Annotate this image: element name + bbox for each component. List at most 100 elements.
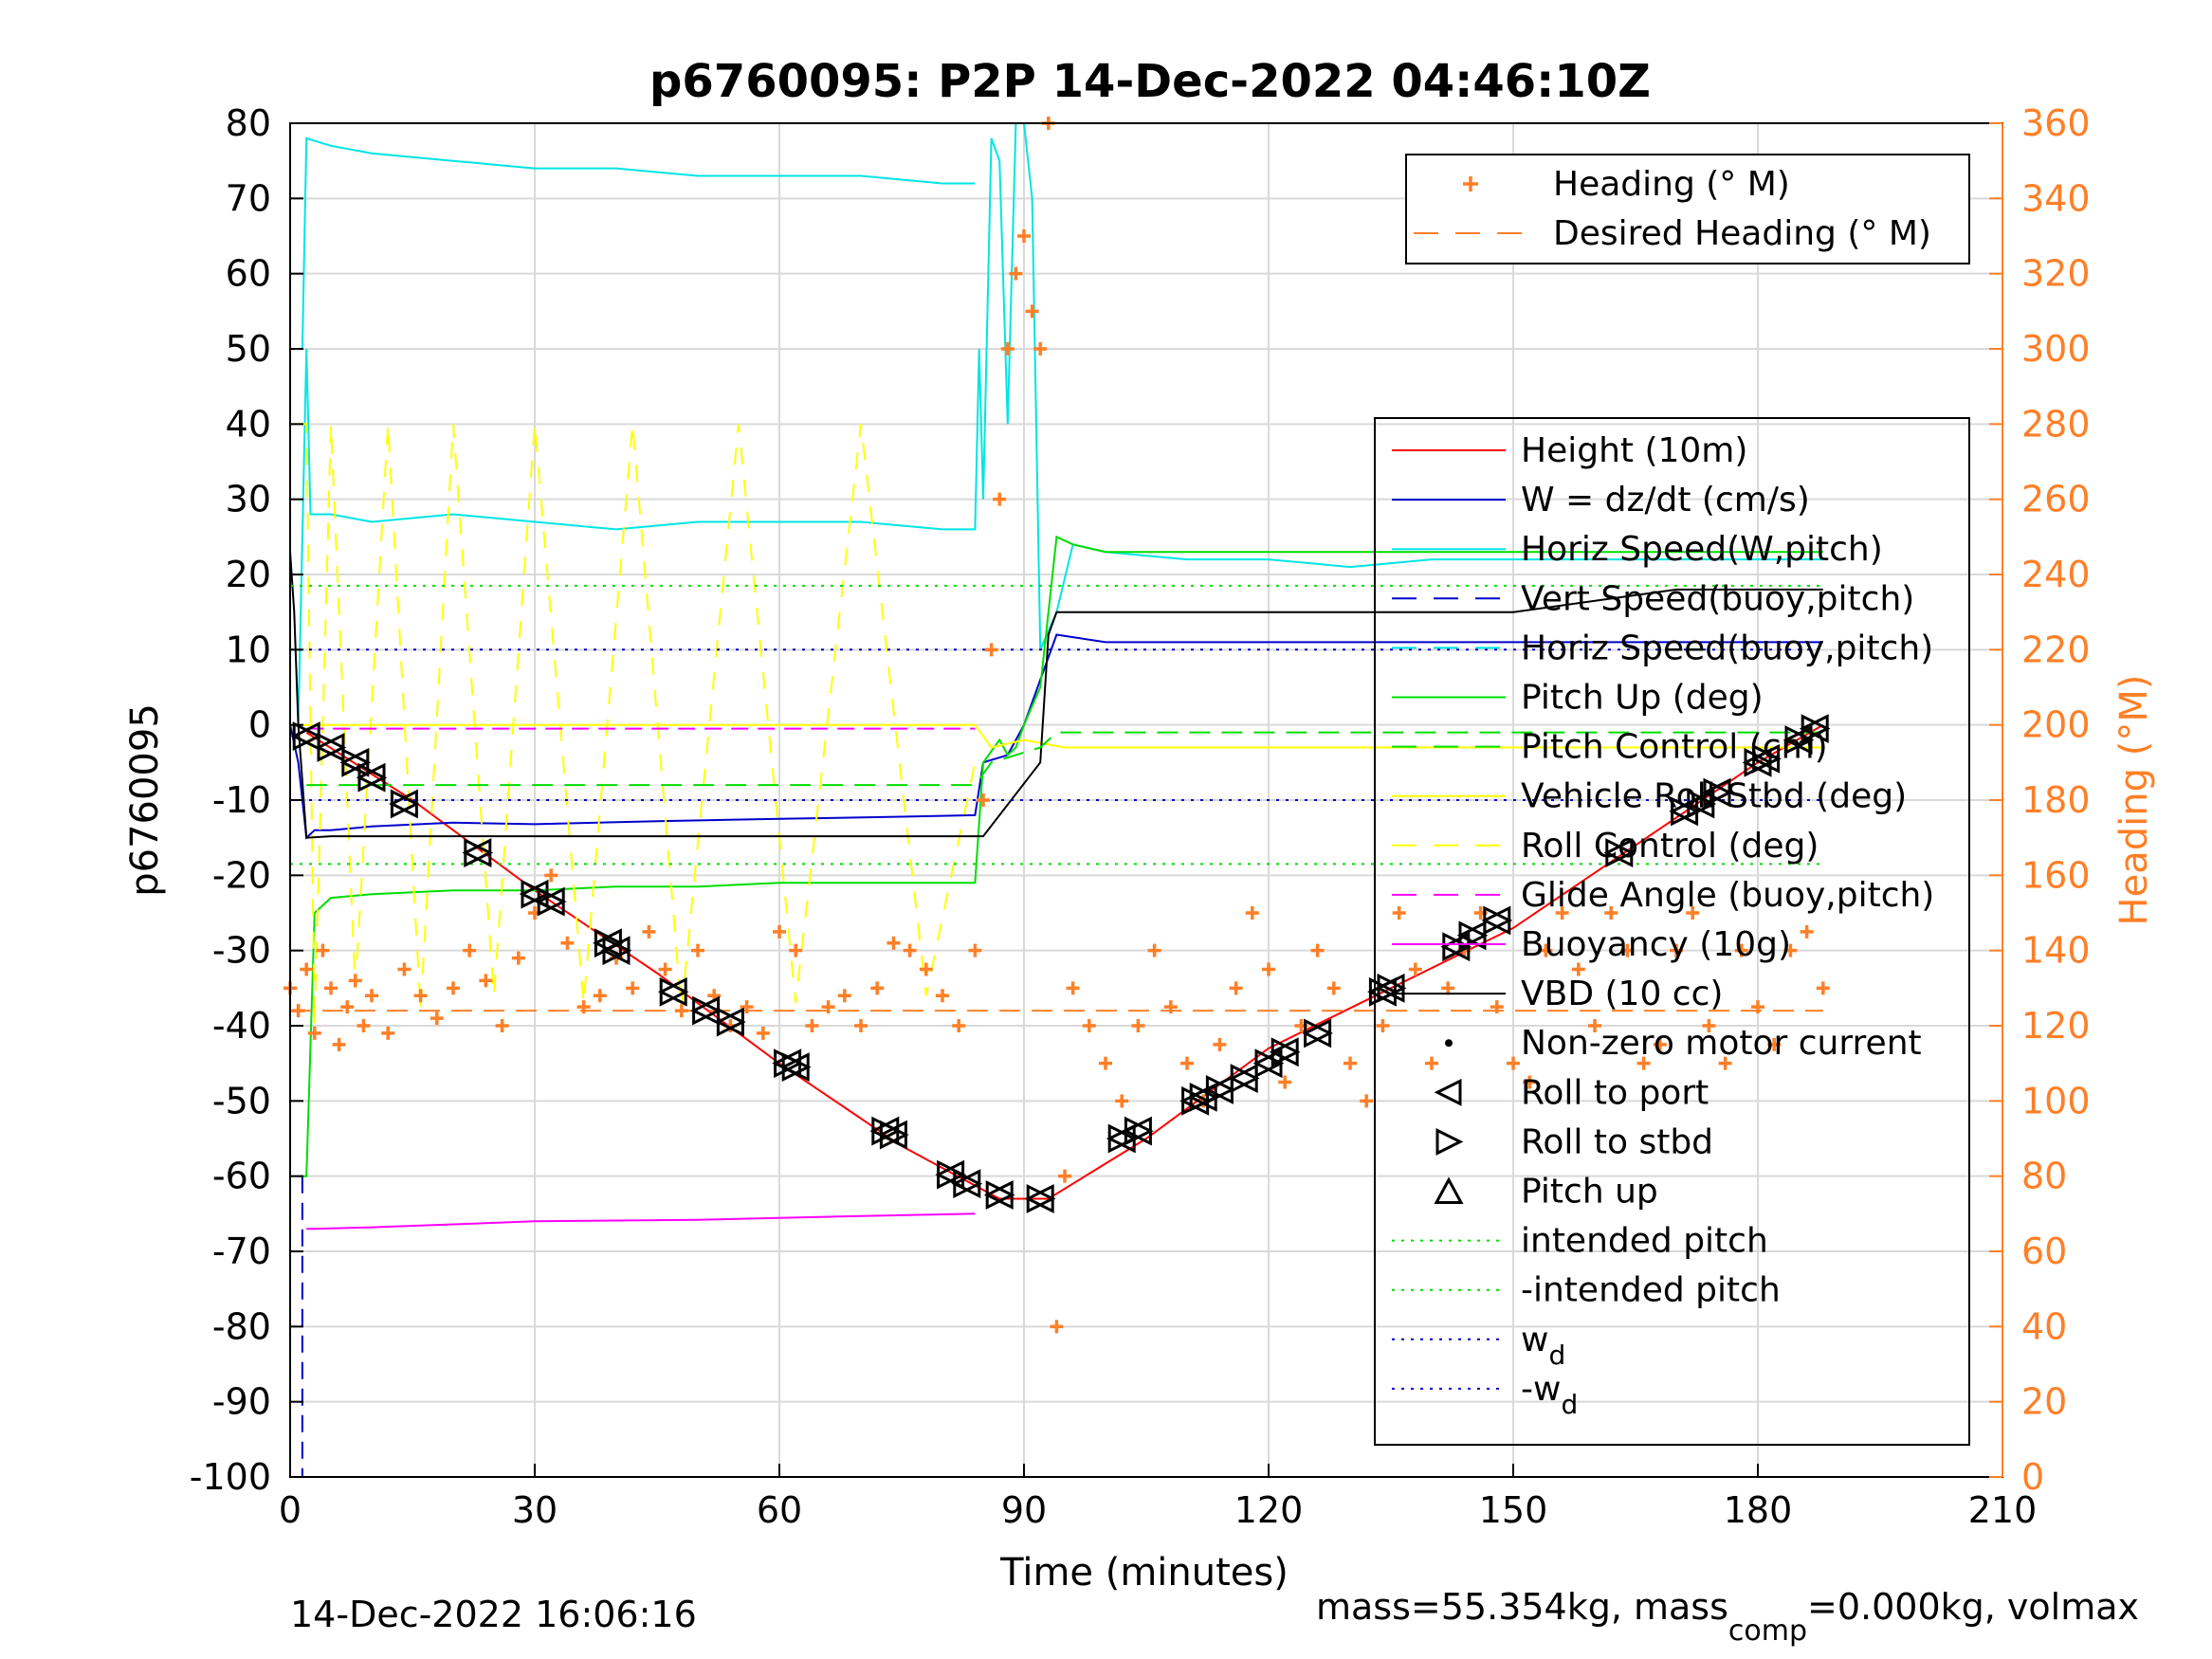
y2-tick-label: 100 (2021, 1080, 2091, 1121)
y2-tick-label: 240 (2021, 554, 2091, 595)
legend-label: Non-zero motor current (1521, 1024, 1922, 1063)
heading-point (1180, 1056, 1194, 1070)
heading-point (356, 1019, 371, 1032)
heading-point (887, 936, 901, 950)
series-line (298, 423, 977, 1027)
roll-stbd-marker (953, 1169, 983, 1199)
footer-mass-a: mass=55.354kg, mass (1316, 1586, 1728, 1628)
heading-point (1408, 962, 1422, 976)
roll-stbd-marker (537, 886, 567, 917)
y-tick-label: -70 (212, 1231, 271, 1272)
heading-point (1653, 1037, 1667, 1051)
roll-port-marker (462, 838, 492, 867)
footer-mass-sub: comp (1728, 1614, 1807, 1648)
legend-label: intended pitch (1521, 1222, 1768, 1261)
x-tick-label: 30 (512, 1489, 558, 1531)
heading-point (919, 962, 933, 976)
y-tick-label: 70 (226, 177, 271, 219)
heading-point (1734, 943, 1748, 957)
heading-point (511, 951, 525, 965)
legend-label: -wd (1521, 1370, 1578, 1420)
y-tick-label: -10 (212, 779, 271, 821)
y2-tick-label: 260 (2021, 479, 2091, 520)
heading-point (674, 1004, 688, 1018)
heading-point (1099, 1056, 1112, 1070)
heading-point (984, 643, 998, 657)
heading-point (968, 943, 982, 957)
heading-point (1751, 1000, 1764, 1014)
heading-point (1262, 962, 1275, 976)
roll-stbd-marker (985, 1180, 1015, 1210)
y2-axis-label: Heading (°M) (2112, 675, 2156, 926)
heading-point (854, 1019, 868, 1032)
heading-point (870, 981, 885, 995)
y-tick-label: -60 (212, 1156, 271, 1197)
heading-point (463, 943, 477, 957)
y2-tick-label: 280 (2021, 403, 2091, 445)
heading-point (936, 989, 949, 1003)
legend-sample (1434, 1078, 1462, 1106)
legend-label: Height (10m) (1521, 431, 1747, 470)
roll-stbd-marker (1230, 1064, 1260, 1093)
legend-label: Vehicle Roll Stbd (deg) (1521, 777, 1907, 816)
roll-stbd-marker (1107, 1123, 1138, 1154)
heading-point (1816, 981, 1830, 995)
heading-point (1604, 906, 1618, 920)
roll-stbd-marker (1254, 1048, 1285, 1079)
legend-label: Glide Angle (buoy,pitch) (1521, 876, 1934, 915)
series-line (306, 731, 1823, 787)
roll-stbd-marker (1605, 838, 1636, 867)
heading-point (1490, 1000, 1504, 1014)
heading-point (642, 924, 656, 939)
y2-tick-label: 320 (2021, 253, 2091, 295)
roll-stbd-marker (602, 936, 632, 966)
roll-port-marker (1228, 1064, 1258, 1093)
y2-tick-label: 200 (2021, 704, 2091, 746)
heading-point (1767, 1037, 1782, 1051)
main-legend: Height (10m) W = dz/dt (cm/s) Horiz Speed(… (1374, 417, 1970, 1446)
heading-point (1147, 943, 1161, 957)
series-line (305, 723, 1824, 1200)
roll-stbd-marker (317, 733, 347, 762)
legend-label: Roll to port (1521, 1073, 1709, 1112)
heading-point (756, 1026, 770, 1040)
heading-point (1033, 342, 1048, 356)
y2-tick-label: 20 (2021, 1381, 2067, 1423)
legend-label: Desired Heading (° M) (1553, 214, 1931, 253)
x-tick-label: 120 (1234, 1489, 1304, 1531)
heading-point (1686, 906, 1700, 920)
heading-point (1392, 906, 1406, 920)
legend-label: VBD (10 cc) (1521, 975, 1723, 1013)
y-tick-label: 20 (226, 554, 271, 595)
heading-point (658, 962, 672, 976)
heading-point (1025, 304, 1039, 319)
heading-point (1213, 1037, 1227, 1051)
y-tick-label: 0 (248, 704, 271, 746)
heading-point (479, 974, 493, 988)
heading-point (332, 1037, 346, 1051)
heading-point (1783, 943, 1798, 957)
roll-stbd-marker (1271, 1037, 1301, 1067)
legend-label: Roll to stbd (1521, 1122, 1713, 1161)
y-tick-label: -90 (212, 1381, 271, 1423)
heading-point (903, 943, 917, 957)
heading-point (544, 868, 558, 883)
heading-point (1425, 1056, 1438, 1070)
heading-point (1245, 906, 1259, 920)
heading-point (1360, 1094, 1374, 1108)
legend-label: Horiz Speed(W,pitch) (1521, 530, 1883, 569)
roll-stbd-marker (1784, 725, 1815, 755)
heading-point (740, 1000, 754, 1014)
heading-point (397, 962, 411, 976)
legend-label: Vert Speed(buoy,pitch) (1521, 579, 1914, 618)
roll-stbd-marker (692, 995, 722, 1026)
roll-stbd-marker (292, 721, 322, 751)
y-tick-label: -100 (190, 1456, 271, 1498)
legend-label: Pitch Up (deg) (1521, 679, 1764, 718)
x-tick-label: 180 (1724, 1489, 1793, 1531)
heading-point (1131, 1019, 1145, 1032)
legend-label: Heading (° M) (1553, 165, 1790, 204)
heading-point (821, 1000, 835, 1014)
heading-point (1163, 1000, 1178, 1014)
